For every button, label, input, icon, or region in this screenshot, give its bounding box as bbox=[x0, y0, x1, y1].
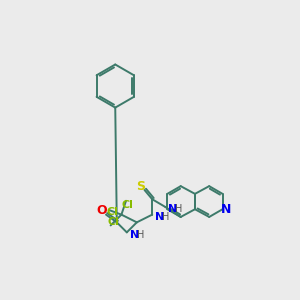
Text: S: S bbox=[136, 180, 145, 194]
Text: Cl: Cl bbox=[108, 217, 120, 227]
Text: Cl: Cl bbox=[106, 207, 118, 217]
Text: O: O bbox=[96, 204, 107, 217]
Text: N: N bbox=[130, 230, 139, 240]
Text: Cl: Cl bbox=[122, 200, 134, 210]
Text: N: N bbox=[155, 212, 164, 222]
Text: N: N bbox=[221, 203, 232, 216]
Text: H: H bbox=[162, 212, 170, 222]
Text: H: H bbox=[176, 204, 183, 214]
Text: N: N bbox=[168, 204, 178, 214]
Text: H: H bbox=[137, 230, 144, 240]
